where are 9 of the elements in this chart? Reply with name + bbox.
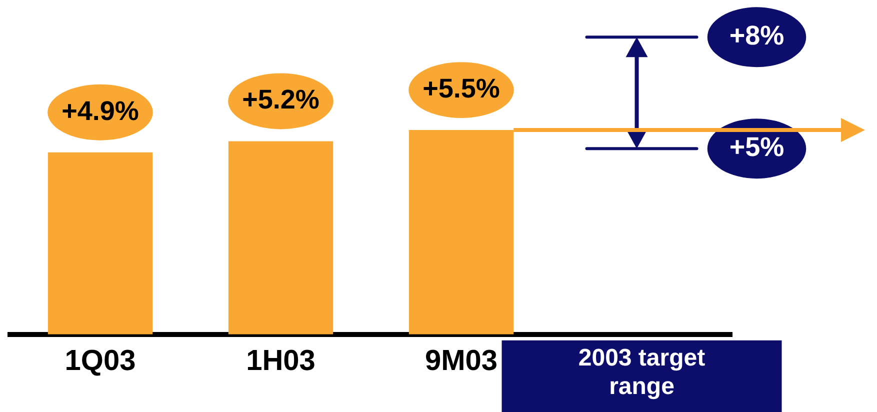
x-tick-label: 2003 target range (578, 344, 706, 400)
ref-line-label: +5% (729, 132, 784, 162)
ref-line-label: +8% (729, 20, 784, 51)
x-tick-label: 1H03 (246, 344, 316, 377)
x-tick-label: 9M03 (424, 344, 498, 377)
data-label: +5.5% (422, 74, 500, 104)
x-tick-label: 1Q03 (64, 344, 136, 377)
data-label: +4.9% (62, 96, 139, 126)
data-label: +5.2% (242, 84, 320, 115)
